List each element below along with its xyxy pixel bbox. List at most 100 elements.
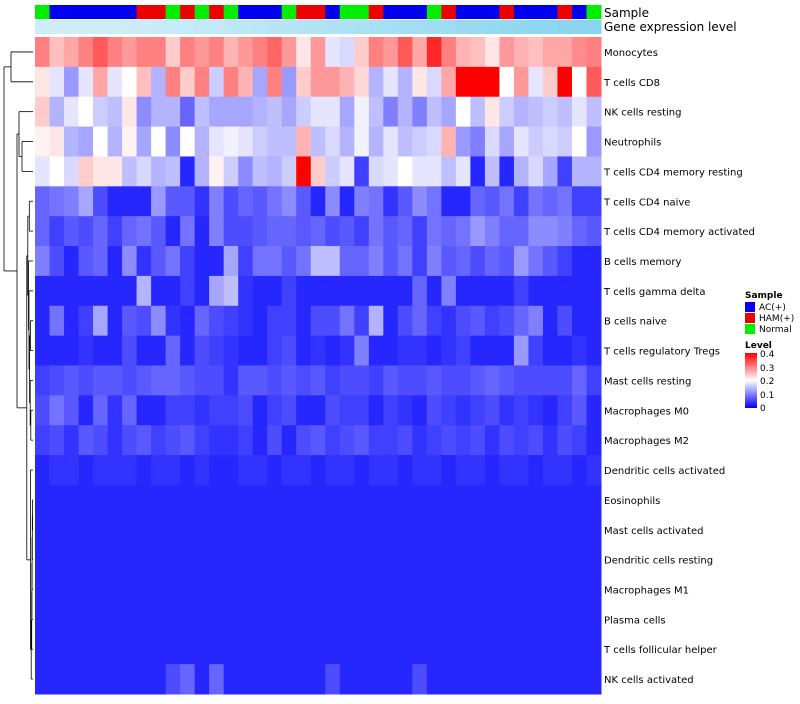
sample-annotation-cell: [223, 5, 239, 19]
row-dendrogram: [3, 51, 33, 680]
heatmap-cell: [296, 156, 312, 187]
sample-annotation-cell: [122, 5, 138, 19]
heatmap-cell: [223, 186, 239, 217]
heatmap-cell: [281, 455, 297, 486]
heatmap-cell: [542, 246, 558, 277]
heatmap-cell: [310, 126, 326, 157]
heatmap-cell: [513, 156, 529, 187]
sample-annotation-cell: [571, 5, 587, 19]
heatmap-cell: [267, 544, 283, 576]
heatmap-cell: [397, 425, 413, 456]
heatmap-cell: [209, 395, 225, 426]
heatmap-cell: [136, 186, 152, 217]
heatmap-cell: [499, 425, 515, 456]
heatmap-cell: [484, 514, 500, 546]
heatmap-cell: [78, 246, 94, 277]
heatmap-cell: [252, 305, 268, 337]
heatmap-cell: [209, 96, 225, 128]
heatmap-cell: [426, 425, 442, 456]
row-label: T cells gamma delta: [603, 287, 705, 298]
heatmap-cell: [281, 275, 297, 307]
sample-annotation-label: Sample: [604, 6, 649, 20]
heatmap-cell: [412, 634, 428, 665]
row-label: T cells regulatory Tregs: [603, 347, 720, 358]
heatmap-cell: [571, 96, 587, 128]
heatmap-cell: [107, 604, 123, 635]
heatmap-cell: [557, 484, 573, 516]
heatmap-cell: [484, 216, 500, 247]
heatmap-cell: [542, 664, 558, 695]
heatmap-cell: [528, 395, 544, 426]
heatmap-cell: [64, 216, 80, 247]
heatmap-cell: [528, 186, 544, 217]
sample-annotation-cell: [586, 5, 602, 19]
gene-expression-cell: [557, 20, 573, 34]
heatmap-cell: [310, 66, 326, 98]
heatmap-cell: [412, 604, 428, 635]
heatmap-cell: [209, 126, 225, 157]
heatmap-cell: [165, 246, 181, 277]
heatmap-cell: [339, 425, 355, 456]
heatmap-cell: [571, 574, 587, 605]
heatmap-cell: [194, 425, 210, 456]
heatmap-cell: [455, 275, 471, 307]
heatmap-cell: [267, 335, 283, 366]
heatmap-cell: [281, 246, 297, 277]
heatmap-cell: [107, 365, 123, 396]
heatmap-cell: [470, 126, 486, 157]
heatmap-cell: [310, 186, 326, 217]
heatmap-cell: [151, 246, 167, 277]
legend-label-ham: HAM(+): [759, 314, 794, 324]
heatmap-cell: [528, 574, 544, 605]
heatmap-cell: [354, 305, 370, 337]
heatmap-cell: [252, 96, 268, 128]
heatmap-cell: [426, 156, 442, 187]
heatmap-cell: [310, 514, 326, 546]
heatmap-cell: [238, 126, 254, 157]
heatmap-cell: [484, 544, 500, 576]
heatmap-cell: [354, 425, 370, 456]
sample-annotation-bar: [35, 5, 602, 19]
heatmap-cell: [513, 335, 529, 366]
heatmap-cell: [49, 335, 65, 366]
heatmap-cell: [368, 664, 384, 695]
heatmap-cell: [35, 365, 51, 396]
heatmap-cell: [310, 395, 326, 426]
heatmap-cell: [528, 365, 544, 396]
heatmap-cell: [64, 305, 80, 337]
heatmap-cell: [122, 186, 138, 217]
sample-annotation-cell: [281, 5, 297, 19]
heatmap-cell: [499, 455, 515, 486]
heatmap-cell: [194, 365, 210, 396]
heatmap-cell: [571, 335, 587, 366]
heatmap-cell: [455, 664, 471, 695]
heatmap-cell: [484, 395, 500, 426]
heatmap-cell: [49, 544, 65, 576]
gene-expression-cell: [528, 20, 544, 34]
heatmap-cell: [267, 96, 283, 128]
heatmap-cell: [107, 574, 123, 605]
sample-annotation-cell: [136, 5, 152, 19]
heatmap-cell: [528, 66, 544, 98]
row-labels: Monocytes T cells CD8 NK cells resting Neut…: [603, 48, 755, 686]
heatmap-cell: [107, 305, 123, 337]
heatmap-cell: [528, 156, 544, 187]
heatmap-cell: [194, 305, 210, 337]
heatmap-cell: [281, 156, 297, 187]
heatmap-cell: [383, 455, 399, 486]
heatmap-cell: [122, 66, 138, 98]
heatmap-cell: [238, 96, 254, 128]
heatmap-cell: [470, 216, 486, 247]
heatmap-cell: [78, 186, 94, 217]
heatmap-cell: [151, 275, 167, 307]
sample-annotation-cell: [310, 5, 326, 19]
heatmap-cell: [412, 246, 428, 277]
heatmap-cell: [426, 246, 442, 277]
heatmap-cell: [368, 425, 384, 456]
heatmap-cell: [528, 275, 544, 307]
heatmap-cell: [296, 305, 312, 337]
heatmap-cell: [484, 156, 500, 187]
heatmap-cell: [296, 66, 312, 98]
heatmap-cell: [542, 186, 558, 217]
sample-annotation-cell: [296, 5, 312, 19]
